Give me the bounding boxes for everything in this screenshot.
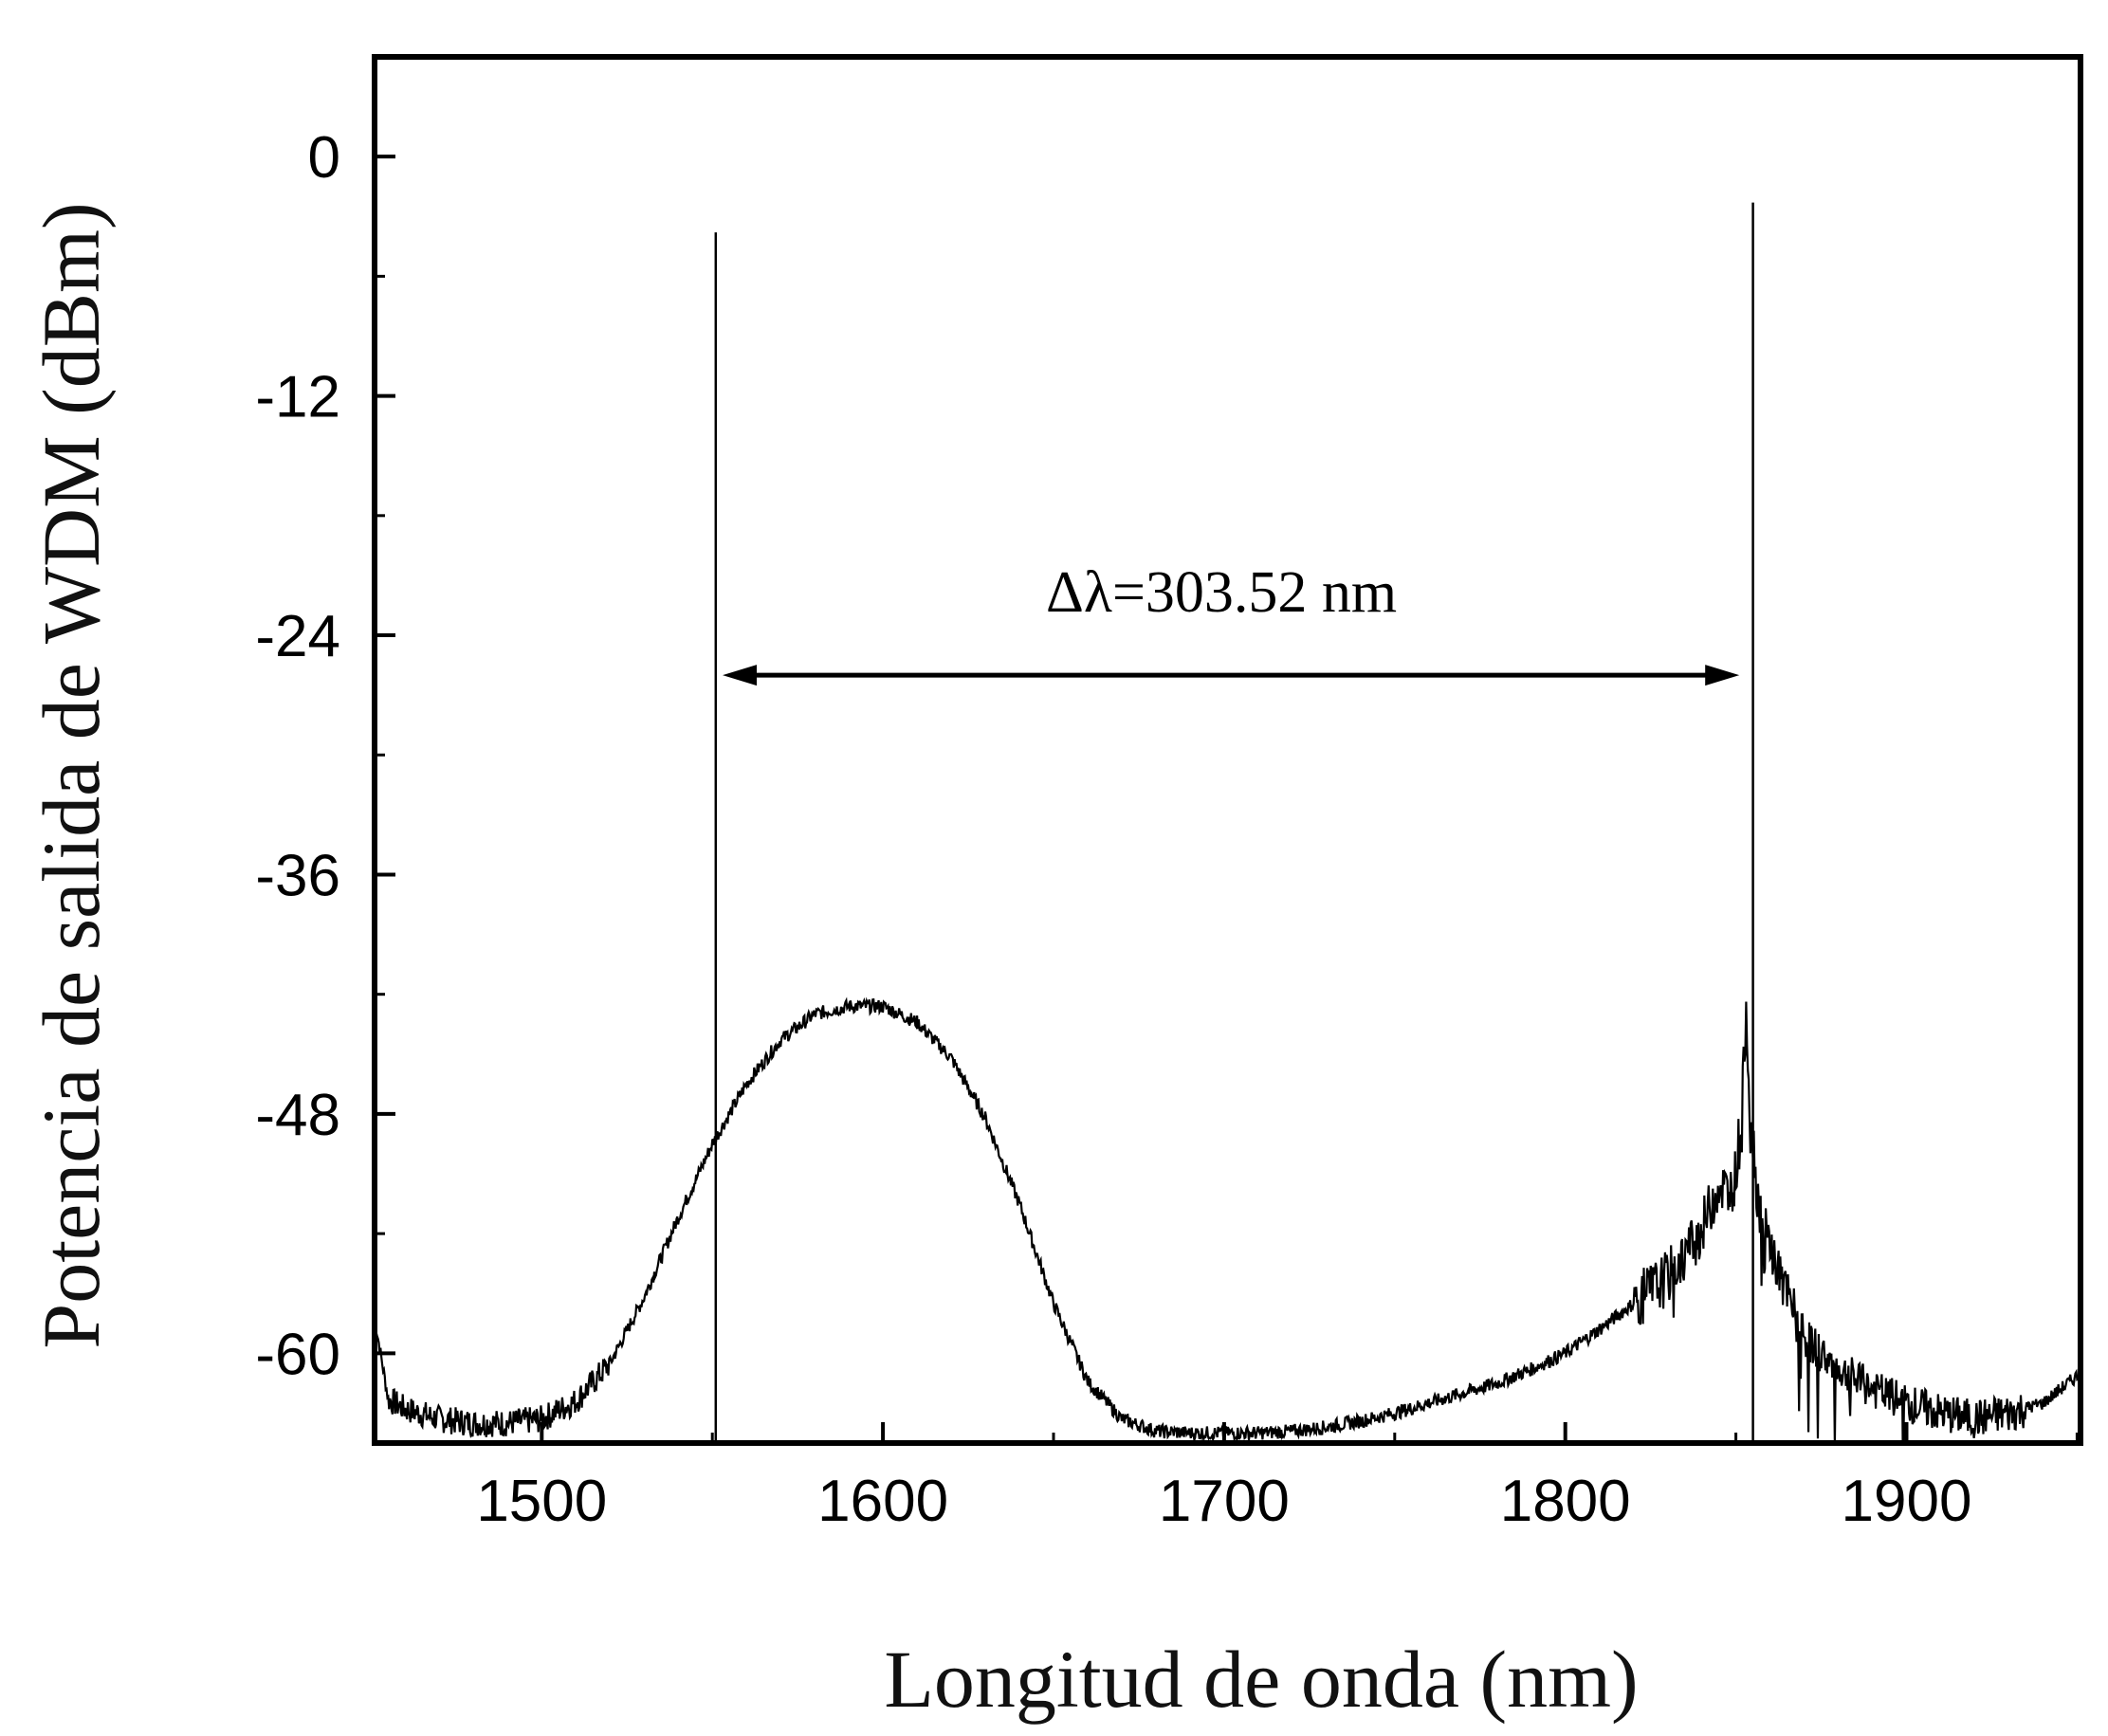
arrowhead-right bbox=[1705, 665, 1740, 686]
x-tick-label: 1600 bbox=[817, 1469, 948, 1534]
tick-layer: 1500 1600 1700 1800 1900 0 -12 -24 -36 -48 -60 bbox=[255, 125, 2079, 1534]
x-tick-label: 1900 bbox=[1842, 1469, 1972, 1534]
x-tick-label: 1700 bbox=[1159, 1469, 1290, 1534]
marker-layer bbox=[714, 202, 1754, 1443]
plot-frame bbox=[372, 54, 2083, 1446]
x-tick-label: 1500 bbox=[476, 1469, 607, 1534]
spectrum-line bbox=[375, 996, 2081, 1443]
y-tick-label: -60 bbox=[255, 1322, 340, 1387]
y-tick-label: -48 bbox=[255, 1083, 340, 1148]
axes-layer bbox=[372, 54, 2083, 1446]
x-tick-label: 1800 bbox=[1500, 1469, 1631, 1534]
y-tick-label: 0 bbox=[308, 125, 340, 191]
y-tick-label: -36 bbox=[255, 843, 340, 908]
x-axis-title: Longitud de onda (nm) bbox=[884, 1634, 1638, 1725]
delta-lambda-annotation: Δλ=303.52 nm bbox=[1046, 560, 1397, 625]
y-tick-label: -24 bbox=[255, 604, 340, 669]
spectrum-layer bbox=[375, 996, 2081, 1443]
arrowhead-left bbox=[722, 665, 757, 686]
y-tick-label: -12 bbox=[255, 365, 340, 430]
y-axis-title: Potencia de salida de WDM (dBm) bbox=[26, 202, 117, 1348]
